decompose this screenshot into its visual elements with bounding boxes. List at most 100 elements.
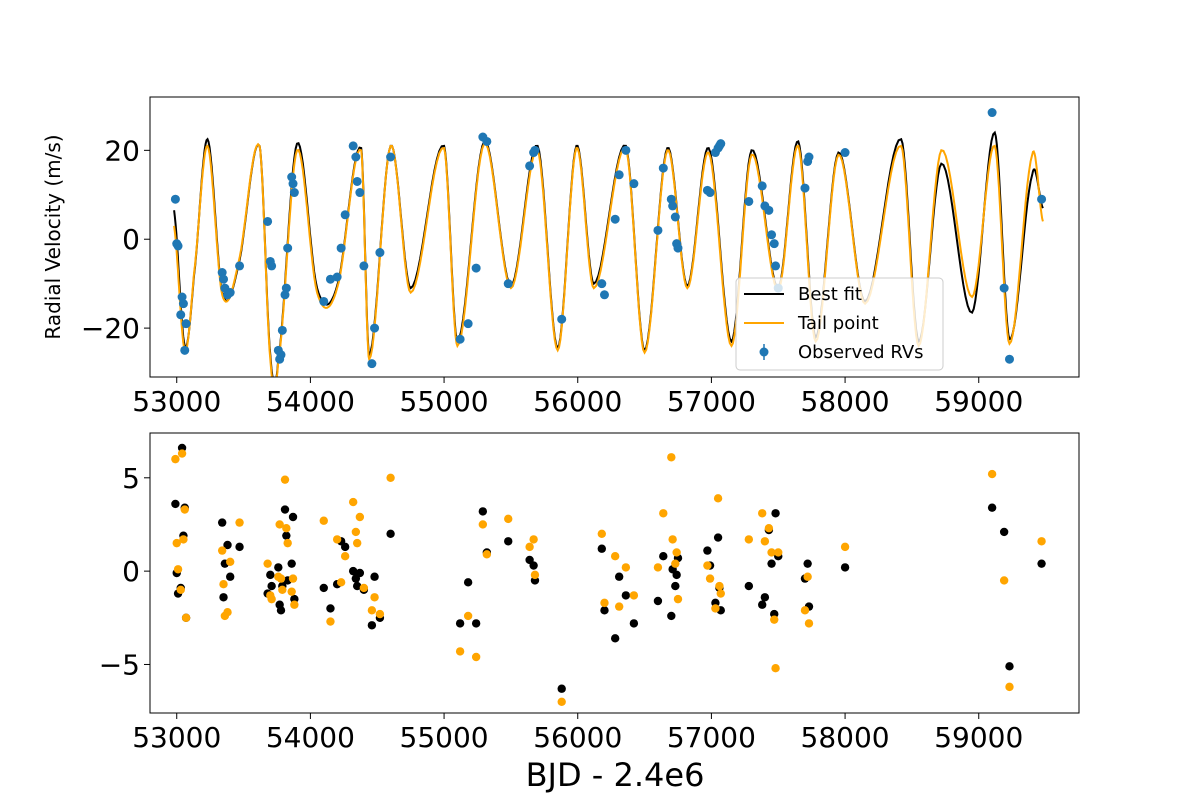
residual-tail-point-point <box>1037 537 1046 546</box>
residual-tail-point-point <box>171 454 180 464</box>
residual-best-fit-point <box>557 684 566 693</box>
residual-best-fit-point <box>629 619 639 628</box>
top-xtick-label: 58000 <box>801 385 890 418</box>
top-xtick-label: 54000 <box>266 385 355 418</box>
residual-tail-point-point <box>803 572 812 581</box>
residual-best-fit-point <box>288 512 298 522</box>
observed-rv-point <box>173 241 183 251</box>
residual-tail-point-point <box>359 583 369 593</box>
bottom-x-axis-label: BJD - 2.4e6 <box>526 756 705 794</box>
residual-best-fit-point <box>659 552 668 561</box>
residual-tail-point-point <box>351 527 361 537</box>
residual-tail-point-point <box>705 574 715 583</box>
residual-tail-point-point <box>235 518 244 527</box>
residual-tail-point-point <box>711 604 720 613</box>
observed-rv-point <box>614 170 624 180</box>
residual-tail-point-point <box>673 594 683 604</box>
residual-tail-point-point <box>668 535 677 544</box>
observed-rv-point <box>599 290 609 300</box>
observed-rv-point <box>176 310 186 320</box>
observed-rv-point <box>1004 354 1014 364</box>
residual-best-fit-point <box>276 606 286 615</box>
residual-best-fit-point <box>367 621 377 630</box>
residual-tail-point-point <box>529 535 538 544</box>
residual-tail-point-point <box>217 546 227 555</box>
residual-best-fit-point <box>758 600 767 609</box>
observed-rv-point <box>840 148 850 158</box>
residual-tail-point-point <box>804 619 814 628</box>
observed-rv-point <box>267 261 277 271</box>
residual-tail-point-point <box>703 561 712 570</box>
legend-observed-label: Observed RVs <box>798 342 924 363</box>
observed-rv-point <box>332 272 342 282</box>
residual-best-fit-point <box>771 509 780 518</box>
bottom-xtick-label: 59000 <box>934 721 1023 754</box>
residual-tail-point-point <box>659 509 668 518</box>
residual-best-fit-point <box>597 544 607 553</box>
residual-tail-point-point <box>332 535 342 544</box>
residual-tail-point-point <box>621 563 631 572</box>
observed-rv-point <box>177 292 187 302</box>
bottom-ytick-label: 5 <box>122 462 140 495</box>
observed-rv-point <box>673 243 683 253</box>
residual-tail-point-point <box>744 535 754 544</box>
observed-rv-point <box>629 179 639 189</box>
residual-best-fit-point <box>274 563 283 572</box>
residual-tail-point-point <box>219 580 228 589</box>
residual-best-fit-point <box>370 572 379 581</box>
residual-tail-point-point <box>672 548 681 557</box>
residual-tail-point-point <box>282 524 291 533</box>
residual-tail-point-point <box>999 576 1009 585</box>
residual-tail-point-point <box>226 557 235 566</box>
residual-tail-point-point <box>800 606 810 615</box>
residual-best-fit-point <box>653 596 663 606</box>
residual-tail-point-point <box>557 697 566 706</box>
residual-best-fit-point <box>614 572 624 581</box>
observed-rv-point <box>375 248 385 258</box>
bottom-panel: 53000 54000 55000 56000 57000 58000 59000 −5 0 5… <box>99 432 1080 794</box>
observed-rv-point <box>658 163 668 173</box>
observed-rv-point <box>455 334 465 344</box>
observed-rv-point <box>804 152 814 162</box>
residual-tail-point-point <box>283 538 292 548</box>
residual-best-fit-point <box>287 559 296 568</box>
top-panel: 53000 54000 55000 56000 57000 58000 59000 −20 0… <box>41 96 1080 418</box>
observed-rv-point <box>219 274 229 284</box>
residual-tail-point-point <box>276 574 286 583</box>
residual-tail-point-point <box>614 602 624 611</box>
observed-rv-point <box>367 359 377 369</box>
top-x-ticks: 53000 54000 55000 56000 57000 58000 59000 <box>132 377 1023 418</box>
residual-tail-point-point <box>181 613 191 622</box>
residual-tail-point-point <box>774 548 783 557</box>
observed-rv-point <box>351 152 361 162</box>
residual-tail-point-point <box>340 552 350 561</box>
residual-best-fit-point <box>987 503 997 512</box>
residual-best-fit-point <box>348 566 358 576</box>
observed-rv-point <box>217 268 227 278</box>
residual-tail-point-point <box>287 587 296 596</box>
residual-best-fit-point <box>455 619 465 628</box>
observed-rv-point <box>348 141 358 151</box>
residual-tail-point-point <box>653 563 663 572</box>
observed-rv-point <box>359 261 369 271</box>
bottom-plot-area <box>171 443 1046 706</box>
residual-tail-point-point <box>760 537 770 546</box>
residual-tail-point-point <box>1005 682 1014 692</box>
observed-rv-point <box>771 261 781 271</box>
observed-rv-point <box>767 230 777 240</box>
residual-tail-point-point <box>504 514 513 524</box>
residual-best-fit-point <box>352 581 362 591</box>
top-ytick-label: −20 <box>81 312 140 345</box>
residual-tail-point-point <box>525 542 534 552</box>
observed-rv-point <box>370 323 380 333</box>
observed-rv-point <box>503 279 513 289</box>
residual-best-fit-point <box>217 518 227 527</box>
residual-tail-point-point <box>290 600 299 609</box>
observed-rv-point <box>235 261 245 271</box>
residual-tail-point-point <box>767 548 776 557</box>
residual-tail-point-point <box>288 574 298 583</box>
bottom-xtick-label: 58000 <box>801 721 890 754</box>
residual-best-fit-point <box>610 634 620 643</box>
residual-tail-point-point <box>275 520 284 529</box>
observed-rv-point <box>764 205 774 215</box>
